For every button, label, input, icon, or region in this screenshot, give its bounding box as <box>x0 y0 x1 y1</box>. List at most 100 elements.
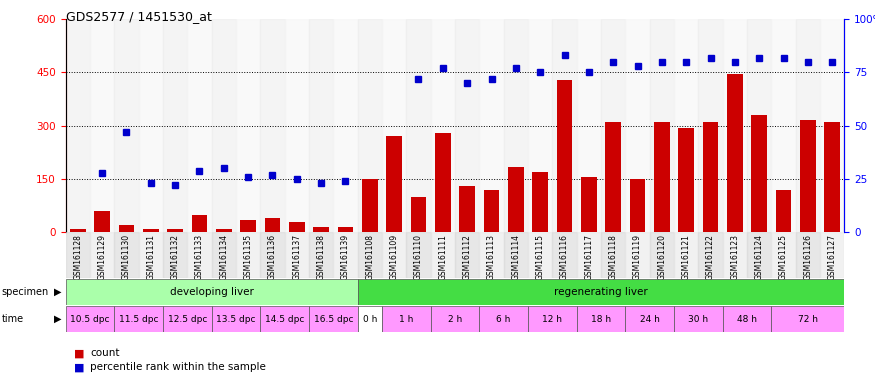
Bar <box>430 19 455 232</box>
Bar <box>698 19 723 232</box>
Bar <box>703 122 718 232</box>
Text: GSM161109: GSM161109 <box>389 234 399 280</box>
Bar <box>163 19 187 232</box>
Text: GSM161111: GSM161111 <box>438 234 447 280</box>
Text: GSM161135: GSM161135 <box>243 234 253 280</box>
Text: GSM161117: GSM161117 <box>584 234 593 280</box>
Bar <box>382 232 406 278</box>
Bar <box>455 232 480 278</box>
Text: ▶: ▶ <box>53 314 61 324</box>
Text: GDS2577 / 1451530_at: GDS2577 / 1451530_at <box>66 10 212 23</box>
FancyBboxPatch shape <box>577 306 626 332</box>
Text: GSM161137: GSM161137 <box>292 234 301 280</box>
Bar <box>752 115 767 232</box>
Bar <box>795 232 820 278</box>
FancyBboxPatch shape <box>212 306 261 332</box>
Text: GSM161120: GSM161120 <box>657 234 667 280</box>
Bar <box>556 79 572 232</box>
Bar <box>313 227 329 232</box>
Bar <box>212 19 236 232</box>
Bar <box>284 19 309 232</box>
Bar <box>333 232 358 278</box>
Text: GSM161122: GSM161122 <box>706 234 715 280</box>
Bar <box>167 229 183 232</box>
Bar <box>358 19 382 232</box>
Text: GSM161115: GSM161115 <box>536 234 544 280</box>
Bar <box>143 229 158 232</box>
FancyBboxPatch shape <box>66 306 115 332</box>
Bar <box>70 229 86 232</box>
Bar <box>192 215 207 232</box>
Text: GSM161138: GSM161138 <box>317 234 326 280</box>
Bar <box>66 19 90 232</box>
Bar <box>410 197 426 232</box>
Bar <box>212 232 236 278</box>
Bar <box>94 211 110 232</box>
Bar <box>824 122 840 232</box>
Text: GSM161112: GSM161112 <box>463 234 472 280</box>
Bar <box>820 19 844 232</box>
FancyBboxPatch shape <box>261 306 309 332</box>
Text: GSM161124: GSM161124 <box>755 234 764 280</box>
Text: ■: ■ <box>74 348 85 358</box>
Text: GSM161119: GSM161119 <box>633 234 642 280</box>
Bar <box>333 19 358 232</box>
Text: time: time <box>2 314 24 324</box>
Text: 13.5 dpc: 13.5 dpc <box>216 314 256 324</box>
Bar <box>528 19 552 232</box>
Bar <box>674 19 698 232</box>
Text: 6 h: 6 h <box>496 314 511 324</box>
FancyBboxPatch shape <box>528 306 577 332</box>
Bar <box>626 232 649 278</box>
Text: GSM161132: GSM161132 <box>171 234 179 280</box>
Text: 18 h: 18 h <box>591 314 611 324</box>
Bar <box>264 218 280 232</box>
Text: GSM161136: GSM161136 <box>268 234 277 280</box>
Bar <box>138 19 163 232</box>
Bar <box>362 179 378 232</box>
Bar <box>552 19 577 232</box>
Bar <box>480 232 504 278</box>
Bar <box>727 74 743 232</box>
Text: 0 h: 0 h <box>362 314 377 324</box>
Text: GSM161108: GSM161108 <box>366 234 374 280</box>
Text: 48 h: 48 h <box>737 314 757 324</box>
FancyBboxPatch shape <box>430 306 480 332</box>
Bar <box>507 167 524 232</box>
Text: 16.5 dpc: 16.5 dpc <box>313 314 354 324</box>
Text: 72 h: 72 h <box>798 314 818 324</box>
FancyBboxPatch shape <box>163 306 212 332</box>
Text: regenerating liver: regenerating liver <box>554 287 648 297</box>
FancyBboxPatch shape <box>66 279 358 305</box>
Bar <box>90 19 115 232</box>
Bar <box>747 232 772 278</box>
Bar <box>606 122 621 232</box>
Text: 1 h: 1 h <box>399 314 414 324</box>
Text: GSM161110: GSM161110 <box>414 234 423 280</box>
FancyBboxPatch shape <box>309 306 358 332</box>
Bar <box>650 19 674 232</box>
Text: GSM161131: GSM161131 <box>146 234 155 280</box>
Text: ▶: ▶ <box>53 287 61 297</box>
Bar <box>382 19 406 232</box>
Text: 11.5 dpc: 11.5 dpc <box>119 314 158 324</box>
Bar <box>484 190 500 232</box>
Text: GSM161130: GSM161130 <box>122 234 131 280</box>
Bar <box>236 19 261 232</box>
Text: 12 h: 12 h <box>542 314 563 324</box>
Bar <box>577 232 601 278</box>
Bar <box>528 232 552 278</box>
Text: GSM161139: GSM161139 <box>341 234 350 280</box>
Text: ■: ■ <box>74 362 85 372</box>
Text: GSM161123: GSM161123 <box>731 234 739 280</box>
Bar <box>241 220 256 232</box>
Bar <box>187 19 212 232</box>
Bar <box>289 222 304 232</box>
Text: 2 h: 2 h <box>448 314 462 324</box>
Bar <box>723 19 747 232</box>
Bar <box>654 122 669 232</box>
Text: GSM161118: GSM161118 <box>609 234 618 280</box>
Text: GSM161128: GSM161128 <box>74 234 82 280</box>
Bar <box>601 232 626 278</box>
Bar <box>435 133 451 232</box>
